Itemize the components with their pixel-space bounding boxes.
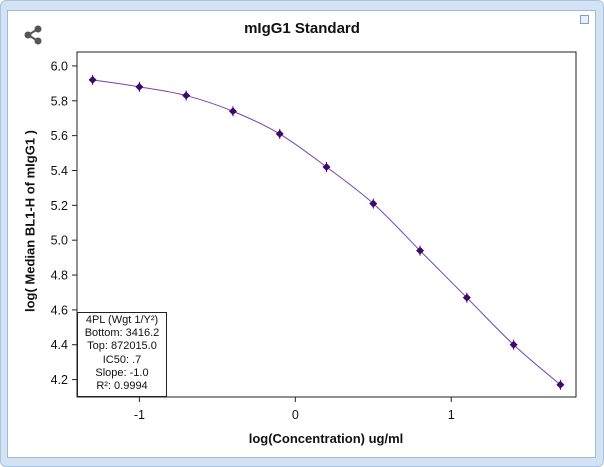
data-point	[509, 340, 518, 349]
y-tick-label: 5.4	[51, 164, 68, 178]
fit-ic50: IC50: .7	[102, 353, 142, 366]
y-tick-label: 6.0	[51, 59, 68, 73]
chart-title: mIgG1 Standard	[244, 20, 360, 37]
y-tick-label: 5.0	[51, 234, 68, 248]
data-point	[275, 129, 284, 138]
data-point	[182, 91, 191, 100]
data-point	[462, 293, 471, 302]
x-tick-label: 0	[292, 408, 299, 422]
data-point	[228, 107, 237, 116]
data-point	[135, 82, 144, 91]
fit-curve	[92, 79, 561, 386]
plot-frame	[76, 51, 577, 398]
fit-results-box: 4PL (Wgt 1/Y²) Bottom: 3416.2 Top: 87201…	[77, 312, 167, 397]
data-point	[322, 163, 331, 171]
y-tick-label: 5.6	[51, 129, 68, 143]
close-box-icon[interactable]	[580, 15, 589, 24]
x-axis-label: log(Concentration) ug/ml	[248, 431, 404, 446]
data-point	[369, 199, 378, 208]
y-tick-label: 4.4	[51, 338, 68, 352]
fit-model: 4PL (Wgt 1/Y²)	[85, 314, 159, 326]
fit-top: Top: 872015.0	[87, 340, 157, 353]
x-tick-label: 1	[448, 408, 455, 422]
data-point	[556, 380, 565, 389]
fit-slope: Slope: -1.0	[95, 366, 149, 379]
y-tick-label: 4.8	[51, 269, 68, 283]
x-tick-label: -1	[134, 408, 145, 422]
data-point	[416, 246, 425, 255]
y-tick-label: 5.2	[51, 199, 68, 213]
fit-r2: R²: 0.9994	[96, 380, 148, 393]
data-point	[88, 75, 97, 84]
share-icon[interactable]	[22, 24, 44, 46]
y-tick-label: 4.2	[51, 373, 68, 387]
y-tick-label: 4.6	[51, 303, 68, 317]
y-tick-label: 5.8	[51, 94, 68, 108]
fit-bottom: Bottom: 3416.2	[84, 327, 160, 340]
